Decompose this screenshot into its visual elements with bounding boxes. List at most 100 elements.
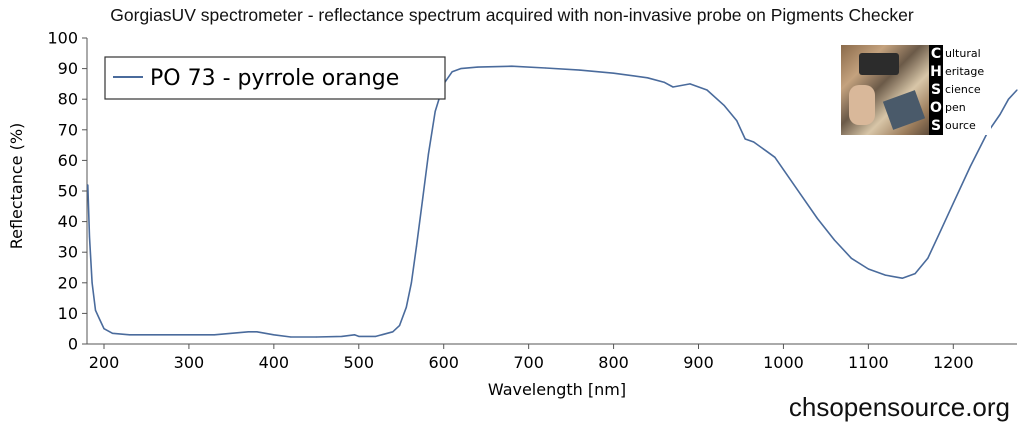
data-point bbox=[290, 336, 292, 338]
data-point bbox=[421, 199, 424, 201]
spectrometer-photo bbox=[841, 45, 929, 135]
y-tick-label: 60 bbox=[58, 151, 78, 170]
x-tick-label: 400 bbox=[259, 353, 290, 372]
data-point bbox=[914, 273, 916, 275]
data-point bbox=[315, 336, 317, 338]
logo-letter: O bbox=[930, 100, 942, 116]
data-point bbox=[103, 328, 105, 330]
y-tick-label: 30 bbox=[58, 243, 78, 262]
data-point bbox=[706, 89, 708, 91]
data-point bbox=[87, 184, 89, 186]
x-tick-label: 700 bbox=[513, 353, 544, 372]
chart-title: GorgiasUV spectrometer - reflectance spe… bbox=[110, 5, 914, 25]
logo-letter: S bbox=[930, 82, 942, 98]
y-tick-label: 100 bbox=[47, 29, 78, 48]
data-point bbox=[353, 334, 356, 336]
x-axis: 200 300 400 500 600 700 800 900 1000 1100 1200 bbox=[89, 344, 974, 372]
data-point bbox=[689, 83, 691, 85]
data-point bbox=[579, 69, 581, 71]
data-point bbox=[91, 282, 93, 284]
data-point bbox=[358, 335, 360, 337]
logo-word: eritage bbox=[945, 65, 985, 78]
data-point bbox=[1016, 89, 1018, 91]
y-tick-label: 70 bbox=[58, 120, 78, 139]
data-point bbox=[969, 165, 971, 168]
y-tick-label: 90 bbox=[58, 59, 78, 78]
x-tick-label: 1000 bbox=[763, 353, 804, 372]
data-point bbox=[753, 141, 755, 143]
data-point bbox=[405, 306, 407, 308]
data-point bbox=[434, 110, 436, 112]
x-tick-label: 600 bbox=[428, 353, 459, 372]
data-point bbox=[613, 72, 615, 74]
data-point bbox=[782, 169, 785, 171]
data-point bbox=[901, 277, 903, 279]
x-tick-label: 1200 bbox=[933, 353, 974, 372]
data-point bbox=[511, 65, 513, 67]
series-layer bbox=[87, 65, 1018, 338]
data-point bbox=[663, 81, 666, 83]
data-point bbox=[375, 335, 377, 337]
data-point bbox=[460, 68, 462, 70]
y-tick-label: 80 bbox=[58, 90, 78, 109]
data-point bbox=[213, 334, 215, 336]
site-url: chsopensource.org bbox=[788, 392, 1010, 422]
y-tick-label: 40 bbox=[58, 212, 78, 231]
logo-words: ultural eritage cience pen ource bbox=[945, 45, 993, 135]
data-point bbox=[427, 153, 429, 155]
x-axis-label: Wavelength [nm] bbox=[488, 380, 626, 399]
y-tick-label: 50 bbox=[58, 182, 78, 201]
data-point bbox=[111, 332, 114, 334]
data-point bbox=[850, 257, 853, 259]
data-point bbox=[273, 334, 275, 336]
data-point bbox=[723, 104, 725, 106]
data-point bbox=[927, 257, 929, 259]
data-point bbox=[188, 334, 190, 336]
data-point bbox=[774, 156, 776, 158]
data-point bbox=[410, 282, 412, 284]
legend-box bbox=[104, 56, 446, 100]
data-point bbox=[1007, 98, 1010, 100]
data-point bbox=[247, 331, 249, 333]
data-point bbox=[545, 67, 547, 69]
data-point bbox=[398, 325, 401, 327]
data-point bbox=[999, 113, 1001, 116]
data-point bbox=[765, 150, 768, 152]
legend-label: PO 73 - pyrrole orange bbox=[150, 66, 399, 91]
y-tick-label: 20 bbox=[58, 273, 78, 292]
data-point bbox=[477, 66, 479, 68]
data-point bbox=[256, 331, 258, 333]
logo-word: pen bbox=[945, 101, 966, 114]
data-point bbox=[833, 239, 836, 241]
logo-letter: S bbox=[930, 118, 942, 134]
data-point bbox=[736, 120, 738, 122]
data-point bbox=[415, 245, 418, 247]
x-tick-label: 1100 bbox=[848, 353, 889, 372]
data-point bbox=[816, 217, 819, 220]
data-point bbox=[952, 202, 954, 204]
data-point bbox=[646, 77, 649, 79]
data-point bbox=[154, 334, 156, 336]
y-tick-label: 0 bbox=[68, 335, 78, 354]
data-point bbox=[884, 274, 887, 276]
data-point bbox=[940, 230, 942, 232]
logo-word: ource bbox=[945, 119, 976, 132]
y-axis: 0 10 20 30 40 50 60 70 80 90 100 bbox=[47, 29, 87, 354]
logo-letter: H bbox=[930, 64, 942, 80]
data-point bbox=[744, 138, 746, 140]
logo-letter: C bbox=[930, 46, 942, 62]
chsos-logo: C H S O S ultural eritage cience pen our… bbox=[841, 45, 991, 135]
legend: PO 73 - pyrrole orange bbox=[104, 56, 446, 100]
data-point bbox=[88, 236, 91, 238]
logo-word: cience bbox=[945, 83, 981, 96]
data-point bbox=[672, 86, 674, 88]
logo-word: ultural bbox=[945, 47, 981, 60]
x-tick-label: 500 bbox=[344, 353, 375, 372]
data-point bbox=[99, 318, 101, 321]
x-tick-label: 300 bbox=[174, 353, 205, 372]
logo-letter-band: C H S O S bbox=[929, 45, 943, 135]
y-tick-label: 10 bbox=[58, 304, 78, 323]
data-point bbox=[392, 331, 394, 333]
data-point bbox=[230, 332, 232, 334]
